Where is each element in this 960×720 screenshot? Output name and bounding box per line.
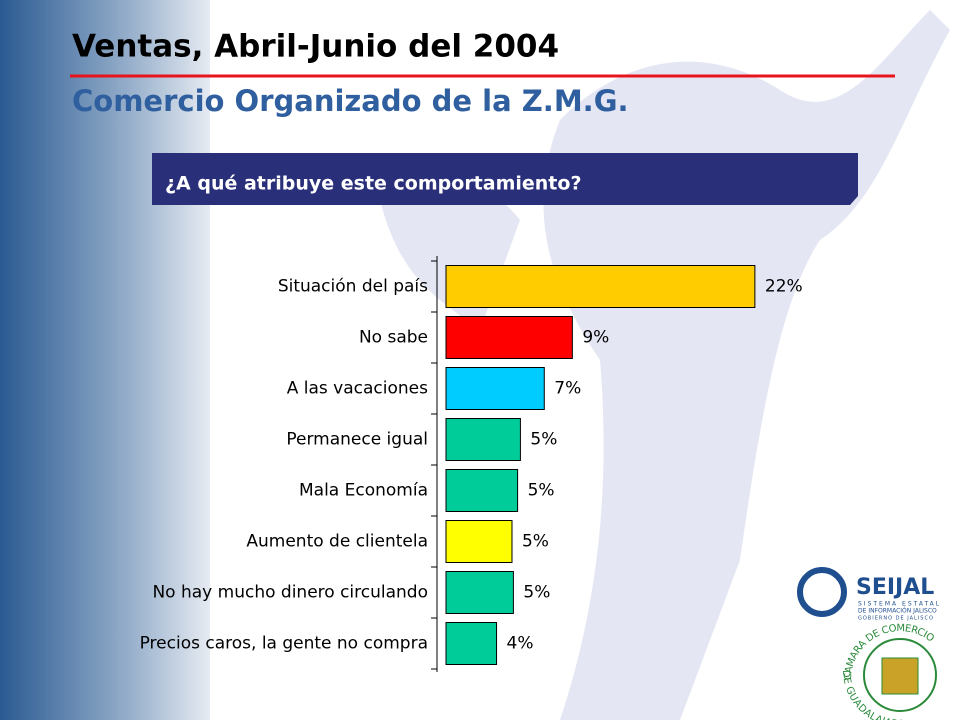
seijal-line: DE INFORMACIÓN JALISCO [858, 608, 937, 615]
seijal-name: SEIJAL [856, 575, 934, 600]
bar [445, 367, 545, 410]
bar [445, 469, 519, 512]
category-label: No sabe [359, 328, 428, 348]
bar [445, 265, 756, 308]
value-label: 7% [554, 379, 581, 399]
title: Ventas, Abril-Junio del 2004 [72, 29, 559, 65]
category-label: Precios caros, la gente no compra [140, 634, 428, 654]
subtitle: Comercio Organizado de la Z.M.G. [72, 84, 629, 118]
value-label: 5% [523, 583, 550, 603]
category-label: No hay mucho dinero circulando [152, 583, 428, 603]
bar [445, 622, 498, 665]
category-label: Aumento de clientela [246, 532, 428, 552]
value-label: 22% [765, 277, 803, 297]
side-band [0, 0, 210, 720]
value-label: 4% [507, 634, 534, 654]
category-label: Mala Economía [299, 481, 428, 501]
seijal-logo: SEIJAL SISTEMA ESTATAL DE INFORMACIÓN JA… [797, 567, 941, 622]
category-label: Situación del país [278, 277, 428, 297]
bar [445, 520, 513, 563]
seijal-line: GOBIERNO DE JALISCO [858, 616, 934, 622]
value-label: 5% [530, 430, 557, 450]
question-banner [152, 153, 858, 205]
seijal-mark [797, 567, 847, 617]
question: ¿A qué atribuye este comportamiento? [165, 173, 581, 195]
category-label: A las vacaciones [287, 379, 428, 399]
value-label: 9% [582, 328, 609, 348]
bar [445, 571, 514, 614]
category-label: Permanece igual [286, 430, 428, 450]
value-label: 5% [528, 481, 555, 501]
bar [445, 316, 573, 359]
bar [445, 418, 521, 461]
value-label: 5% [522, 532, 549, 552]
seijal-line: SISTEMA ESTATAL [858, 601, 941, 608]
camara-shield [881, 657, 919, 695]
